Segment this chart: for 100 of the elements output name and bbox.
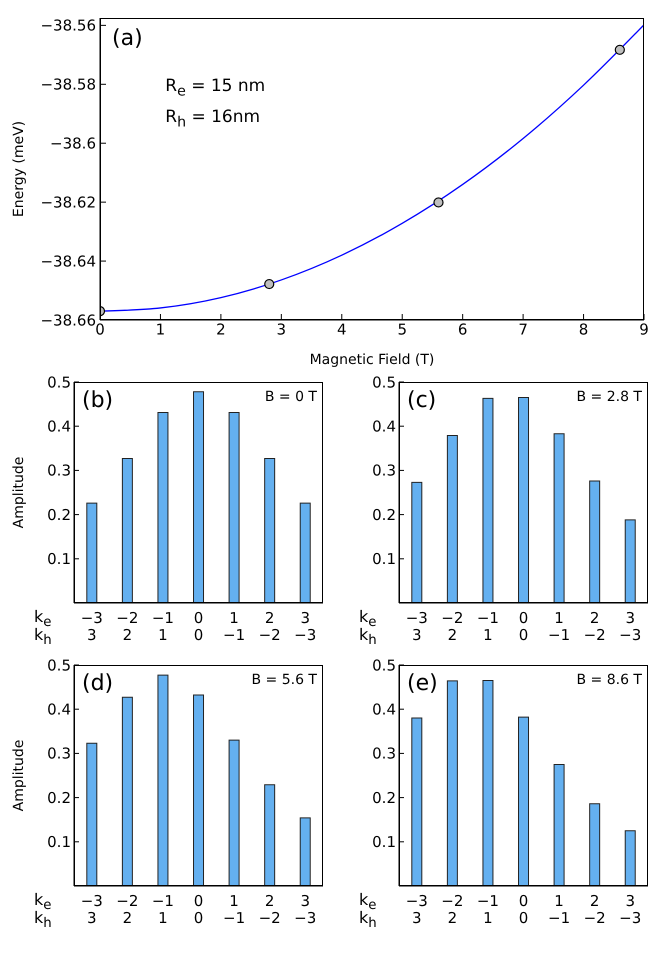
bar (193, 391, 204, 603)
x-tick-label: 3 (276, 320, 286, 339)
x-tick-label: 1 −1 (223, 892, 246, 927)
bar (411, 718, 422, 886)
bar (264, 458, 276, 603)
x-tick-label: 2 −2 (258, 609, 281, 644)
annotation: (a) (112, 26, 143, 51)
x-tick-label: 8 (578, 320, 588, 339)
x-tick-label: −3 3 (80, 892, 103, 927)
x-tick-label: −2 2 (116, 609, 138, 644)
y-tick-label: 0.2 (47, 788, 71, 807)
x-tick-label: −3 3 (406, 892, 428, 927)
bar (300, 817, 311, 886)
x-tick-label: 1 (156, 320, 166, 339)
y-tick-label: 0.1 (372, 833, 396, 852)
annotation: B = 5.6 T (251, 672, 317, 688)
y-tick-label: 0.3 (47, 462, 71, 480)
y-tick-label: 0.1 (47, 833, 71, 852)
x-axis-title: Magnetic Field (T) (310, 352, 434, 368)
bar (446, 434, 458, 603)
x-tick-label: −3 3 (80, 609, 103, 644)
y-tick-label: 0.5 (47, 373, 71, 392)
x-tick-label: 1 −1 (548, 892, 570, 927)
y-tick-label: −38.62 (40, 193, 96, 212)
x-tick-label: 1 −1 (223, 609, 246, 644)
x-tick-label: 5 (397, 320, 407, 339)
bar (554, 433, 565, 603)
annotation: (c) (407, 388, 436, 413)
x-tick-label: −2 2 (441, 892, 464, 927)
y-tick-label: 0.5 (372, 373, 396, 392)
y-tick-label: 0.3 (372, 744, 396, 763)
y-tick-label: 0.4 (372, 418, 396, 436)
bar (157, 674, 168, 886)
y-tick-label: 0.1 (47, 550, 71, 568)
x-tick-label: 2 −2 (258, 892, 281, 927)
x-tick-label: 0 0 (518, 609, 528, 644)
point (433, 197, 444, 208)
x-tick-label: 3 −3 (619, 892, 642, 927)
y-tick-label: 0.1 (372, 550, 396, 568)
bar (624, 830, 636, 886)
annotation: R$_{h}$ = 16nm (165, 106, 260, 130)
x-tick-label: −1 1 (476, 609, 499, 644)
bar (300, 502, 311, 603)
x-tick-label: 0 0 (194, 609, 204, 644)
x-tick-label: 3 −3 (619, 609, 642, 644)
x-tick-label: −2 2 (441, 609, 464, 644)
bar (624, 519, 636, 603)
y-tick-label: −38.66 (40, 311, 96, 330)
annotation: (e) (407, 671, 438, 696)
y-axis-title: Amplitude (10, 740, 27, 812)
y-tick-label: 0.2 (47, 506, 71, 524)
x-tick-label: 4 (337, 320, 347, 339)
x-tick-label: −3 3 (406, 609, 428, 644)
x-tick-label: 6 (458, 320, 468, 339)
bar (228, 740, 240, 886)
y-axis-title: Amplitude (10, 456, 27, 528)
x-tick-label: 3 −3 (294, 609, 316, 644)
annotation: B = 8.6 T (576, 672, 642, 688)
bar (589, 480, 600, 603)
y-axis-title: Energy (meV) (10, 120, 27, 218)
annotation: (d) (82, 671, 114, 696)
bar (446, 680, 458, 886)
annotation: (b) (82, 388, 114, 413)
y-tick-label: −38.6 (50, 134, 96, 153)
bar (228, 412, 240, 603)
bar (554, 764, 565, 886)
y-tick-label: 0.2 (372, 788, 396, 807)
x-tick-label: 7 (518, 320, 528, 339)
bar (411, 482, 422, 603)
bar (122, 696, 133, 886)
bar (518, 396, 530, 603)
x-tick-label: −1 1 (476, 892, 499, 927)
x-tick-label: 0 (95, 320, 105, 339)
x-tick-label: 3 −3 (294, 892, 316, 927)
bar (193, 694, 204, 886)
y-tick-label: −38.58 (40, 76, 96, 94)
x-tick-label: −1 1 (152, 892, 174, 927)
x-tick-label: −1 1 (152, 609, 174, 644)
y-tick-label: −38.56 (40, 16, 96, 35)
bar (122, 458, 133, 603)
x-tick-label: 0 0 (194, 892, 204, 927)
x-tick-label: 2 (216, 320, 226, 339)
x-tick-label: 9 (639, 320, 649, 339)
y-tick-label: 0.4 (372, 700, 396, 719)
y-tick-label: 0.5 (47, 656, 71, 674)
y-tick-label: 0.4 (47, 700, 71, 719)
x-tick-label: 2 −2 (584, 609, 606, 644)
bar (86, 742, 98, 886)
y-tick-label: 0.3 (47, 744, 71, 763)
bar (482, 398, 494, 603)
x-tick-label: 0 0 (518, 892, 528, 927)
y-tick-label: 0.3 (372, 462, 396, 480)
bar (518, 716, 530, 886)
annotation: B = 0 T (264, 389, 317, 405)
y-tick-label: 0.5 (372, 656, 396, 674)
bar (264, 784, 276, 886)
x-tick-label: 1 −1 (548, 609, 570, 644)
bar (589, 803, 600, 886)
bar (86, 502, 98, 603)
bar (157, 412, 168, 603)
